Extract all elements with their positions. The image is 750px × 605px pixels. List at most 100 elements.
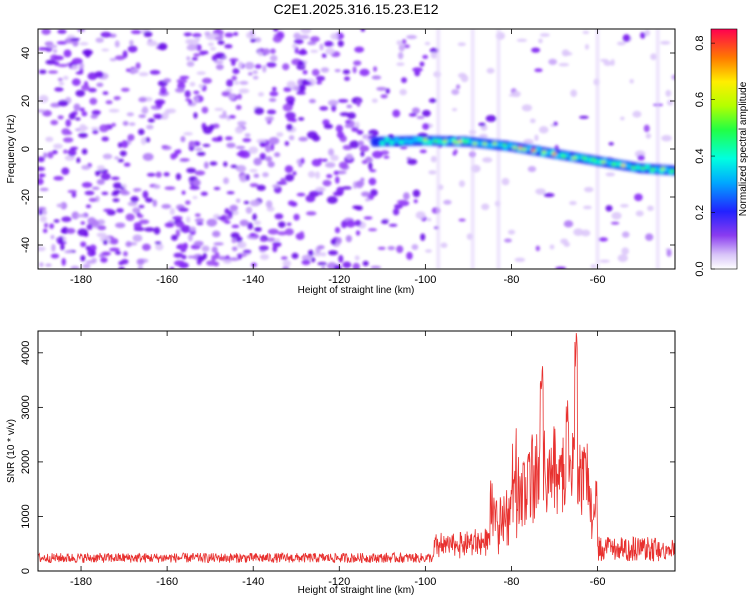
spectrogram-speck <box>639 32 646 39</box>
spectrogram-speck <box>534 68 543 73</box>
signal-band-mid <box>554 153 561 159</box>
spectrogram-speck <box>103 208 114 213</box>
spectrogram-speck <box>224 220 231 224</box>
spectrogram-streak <box>655 29 660 269</box>
spectrogram-speck <box>181 190 186 195</box>
spectrogram-speck <box>507 229 516 235</box>
spectrogram-speck <box>563 241 571 247</box>
spectrogram-speck <box>231 210 239 216</box>
spectrogram-speck <box>271 86 277 92</box>
x-tick-label: -80 <box>503 576 519 588</box>
spectrogram-speck <box>252 70 258 75</box>
x-tick-label: -180 <box>70 274 92 286</box>
spectrogram-speck <box>569 201 577 206</box>
spectrogram-speck <box>185 200 191 205</box>
signal-band-mid <box>625 163 632 169</box>
spectrogram-speck <box>311 256 316 263</box>
spectrogram-speck <box>190 143 196 147</box>
spectrogram-speck <box>57 77 63 82</box>
spectrogram-speck <box>582 30 590 35</box>
signal-band-mid <box>479 141 485 147</box>
spectrogram-speck <box>286 123 293 131</box>
spectrogram-speck <box>186 44 198 51</box>
spectrogram-speck <box>173 260 185 267</box>
spectrogram-speck <box>415 211 426 220</box>
spectrogram-speck <box>422 109 431 117</box>
spectrogram-speck <box>170 153 177 160</box>
spectrogram-speck <box>385 88 390 94</box>
spectrogram-speck <box>142 190 149 199</box>
spectrogram-speck <box>249 199 261 207</box>
spectrogram-speck <box>173 252 184 258</box>
spectrogram-speck <box>113 96 121 100</box>
spectrogram-speck <box>146 124 154 130</box>
spectrogram-speck <box>301 79 309 86</box>
spectrogram-speck <box>292 43 297 49</box>
spectrogram-speck <box>174 87 185 93</box>
spectrogram-speck <box>361 160 368 165</box>
spectrogram-speck <box>62 75 69 80</box>
spectrogram-speck <box>39 187 49 192</box>
spectrogram-speck <box>392 109 401 118</box>
spectrogram-speck <box>120 188 127 195</box>
spectrogram-speck <box>406 251 413 260</box>
spectrogram-speck <box>315 171 320 180</box>
spectrogram-speck <box>95 37 104 43</box>
spectrogram-speck <box>152 199 158 207</box>
spectrogram-speck <box>272 241 282 248</box>
spectrogram-speck <box>100 257 108 263</box>
spectrogram-speck <box>311 68 320 77</box>
spectrogram-speck <box>65 119 72 127</box>
spectrogram-speck <box>365 156 372 161</box>
spectrogram-speck <box>41 29 51 35</box>
spectrogram-speck <box>52 149 58 155</box>
signal-band-peak <box>457 140 462 144</box>
spectrogram-speck <box>416 115 425 120</box>
spectrogram-speck <box>250 38 257 43</box>
spectrogram-speck <box>70 37 80 42</box>
y-tick-label: 40 <box>20 47 32 59</box>
spectrogram-speck <box>133 222 142 230</box>
spectrogram-speck <box>299 231 305 238</box>
spectrogram-speck <box>343 76 351 81</box>
spectrogram-speck <box>71 191 77 198</box>
colorbar-tick-label: 0.2 <box>694 205 706 220</box>
spectrogram-speck <box>330 32 339 40</box>
spectrogram-speck <box>154 99 166 105</box>
spectrogram-speck <box>407 158 418 165</box>
spectrogram-speck <box>125 241 132 248</box>
signal-band-high <box>660 167 666 171</box>
spectrogram-speck <box>363 216 373 220</box>
spectrogram-speck <box>229 204 239 212</box>
spectrogram-speck <box>88 87 97 93</box>
spectrogram-speck <box>230 232 240 239</box>
spectrogram-speck <box>45 59 56 65</box>
spectrogram-speck <box>265 156 273 162</box>
spectrogram-speck <box>196 151 206 156</box>
spectrogram-speck <box>323 123 333 129</box>
spectrogram-speck <box>317 245 325 250</box>
signal-band-high <box>541 150 547 154</box>
spectrogram-speck <box>230 164 238 169</box>
spectrogram-speck <box>166 108 177 114</box>
spectrogram-speck <box>192 32 202 38</box>
spectrogram-speck <box>137 265 144 269</box>
spectrogram-speck <box>521 104 533 112</box>
spectrogram-speck <box>579 115 589 119</box>
spectrogram-speck <box>202 126 213 134</box>
spectrogram-speck <box>273 152 281 158</box>
spectrogram-speck <box>458 72 467 79</box>
spectrogram-speck <box>91 110 101 115</box>
spectrogram-speck <box>392 208 400 216</box>
spectrogram-speck <box>138 219 150 225</box>
spectrogram-speck <box>81 181 93 188</box>
spectrogram-speck <box>249 183 259 188</box>
spectrogram-speck <box>383 155 390 159</box>
colorbar-tick-label: 0.8 <box>694 35 706 50</box>
spectrogram-speck <box>86 223 93 231</box>
spectrogram-speck <box>132 187 142 192</box>
spectrogram-speck <box>265 200 273 208</box>
spectrogram-speck <box>336 131 345 139</box>
spectrogram-speck <box>396 245 404 254</box>
spectrogram-speck <box>523 138 534 145</box>
